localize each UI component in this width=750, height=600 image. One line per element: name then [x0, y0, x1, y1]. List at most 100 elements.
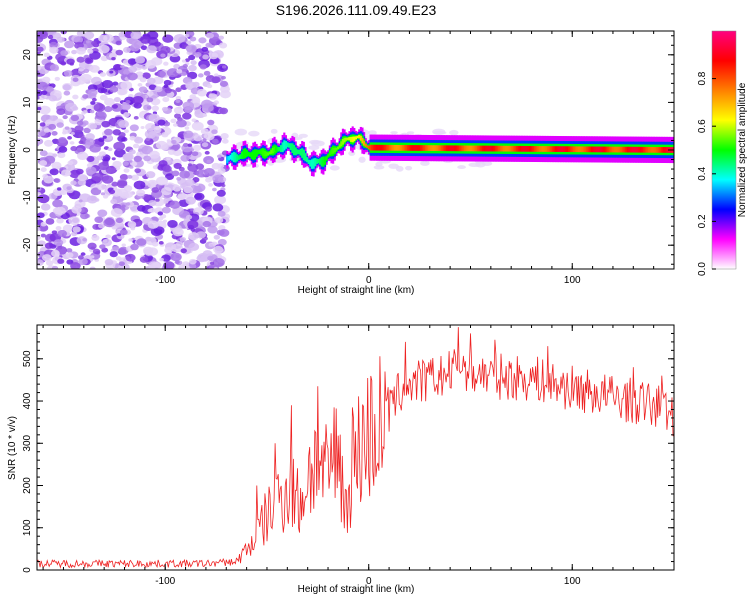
- noise-blob: [75, 76, 87, 85]
- noise-blob: [66, 186, 72, 191]
- noise-blob: [129, 43, 140, 52]
- noise-blob: [43, 139, 54, 147]
- noise-blob: [171, 139, 177, 144]
- ridge-cell: [359, 135, 362, 141]
- colorbar: 0.0 0.2 0.4 0.6 0.8 Normalized spectral ampl…: [697, 30, 748, 276]
- noise-blob: [147, 208, 153, 213]
- noise-blob: [136, 189, 146, 197]
- noise-blob: [115, 40, 122, 46]
- noise-blob: [37, 234, 41, 241]
- noise-blob: [60, 61, 67, 66]
- noise-blob: [207, 119, 215, 126]
- ridge-cell: [327, 154, 330, 157]
- noise-blob: [85, 166, 97, 175]
- ridge-cell: [398, 144, 401, 151]
- y-tick-label: 10: [22, 96, 33, 108]
- noise-blob: [218, 42, 228, 49]
- noise-blob: [38, 224, 49, 232]
- noise-blob: [165, 173, 175, 180]
- noise-blob: [217, 167, 226, 174]
- noise-blob: [39, 122, 46, 127]
- noise-blob: [40, 203, 51, 211]
- noise-blob: [145, 236, 152, 242]
- ridge-cell: [665, 147, 668, 153]
- noise-blob: [62, 115, 68, 120]
- noise-blob: [111, 181, 119, 187]
- noise-blob: [55, 225, 62, 231]
- noise-blob: [176, 176, 182, 181]
- noise-blob: [157, 70, 166, 78]
- ridge-cell: [560, 146, 563, 152]
- noise-blob: [99, 72, 107, 77]
- noise-blob: [139, 77, 147, 83]
- ridge-cell: [296, 150, 299, 154]
- noise-blob: [161, 206, 171, 214]
- noise-blob: [118, 261, 125, 267]
- ridge-cell: [607, 146, 610, 153]
- noise-blob: [218, 229, 230, 237]
- ridge-cell: [245, 151, 248, 156]
- ridge-cell: [584, 146, 587, 153]
- ridge-cell: [434, 145, 437, 151]
- noise-blob: [111, 225, 117, 230]
- noise-blob: [212, 187, 217, 192]
- ridge-cell: [273, 146, 276, 153]
- noise-blob: [154, 86, 163, 93]
- noise-blob: [177, 106, 182, 110]
- noise-blob: [71, 49, 77, 55]
- noise-blob: [95, 250, 101, 255]
- ridge-cell: [574, 146, 577, 153]
- noise-blob: [187, 163, 193, 167]
- noise-blob: [152, 165, 159, 170]
- noise-blob: [175, 99, 181, 104]
- noise-blob: [481, 161, 493, 166]
- ridge-cell: [459, 145, 462, 152]
- noise-blob: [58, 136, 67, 144]
- ridge-cell: [317, 159, 320, 163]
- noise-blob: [39, 160, 48, 167]
- noise-blob: [37, 259, 44, 266]
- noise-blob: [221, 183, 226, 188]
- ridge-cell: [501, 145, 504, 152]
- noise-blob: [171, 170, 180, 177]
- noise-blob: [49, 41, 58, 49]
- ridge-cell: [600, 146, 603, 153]
- ridge-cell: [353, 136, 356, 142]
- ridge-cell: [579, 146, 582, 153]
- noise-blob: [148, 113, 160, 122]
- ridge-cell: [537, 146, 540, 152]
- ridge-cell: [617, 146, 620, 153]
- noise-blob: [194, 193, 203, 200]
- ridge-cell: [529, 146, 532, 152]
- noise-blob: [117, 233, 122, 237]
- ridge-cell: [242, 151, 245, 157]
- ridge-cell: [618, 146, 621, 153]
- ridge-cell: [568, 146, 571, 153]
- noise-blob: [133, 180, 146, 190]
- noise-blob: [70, 131, 75, 136]
- ridge-cell: [286, 143, 289, 147]
- noise-blob: [98, 137, 105, 143]
- noise-blob: [37, 64, 42, 71]
- ridge-cell: [542, 146, 545, 152]
- noise-blob: [197, 73, 204, 78]
- noise-blob: [202, 113, 208, 117]
- noise-blob: [167, 149, 176, 155]
- noise-blob: [56, 108, 66, 115]
- noise-blob: [89, 266, 96, 269]
- ridge-cell: [589, 146, 592, 153]
- ridge-cell: [441, 145, 444, 152]
- noise-blob: [118, 31, 126, 38]
- noise-blob: [45, 86, 54, 93]
- ridge-cell: [499, 145, 502, 152]
- noise-blob: [120, 64, 125, 69]
- ridge-cell: [288, 144, 291, 147]
- noise-blob: [221, 138, 229, 144]
- noise-blob: [67, 160, 74, 166]
- ridge-cell: [548, 146, 551, 152]
- ridge-cell: [393, 144, 397, 151]
- noise-blob: [98, 44, 110, 54]
- noise-blob: [141, 145, 153, 155]
- noise-blob: [162, 96, 170, 103]
- y-tick-label: 0: [22, 147, 33, 153]
